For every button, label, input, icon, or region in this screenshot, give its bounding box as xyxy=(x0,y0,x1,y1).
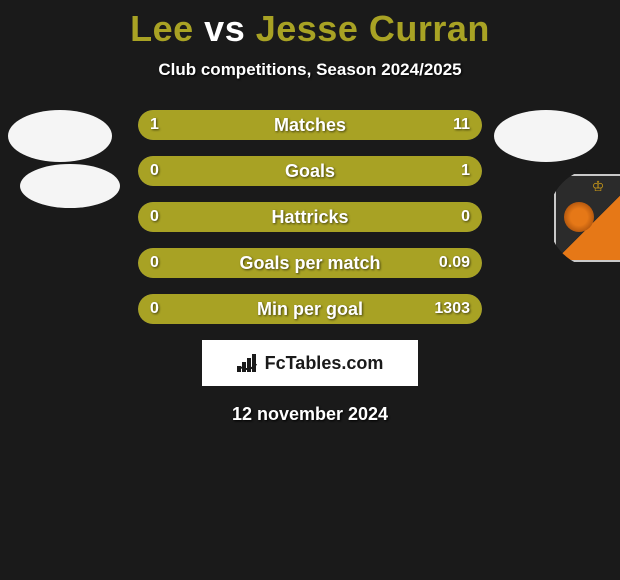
lion-icon xyxy=(564,202,594,232)
stat-label: Hattricks xyxy=(138,202,482,232)
stat-row: 111Matches xyxy=(138,110,482,140)
player1-name: Lee xyxy=(130,8,194,49)
comparison-title: Lee vs Jesse Curran xyxy=(0,0,620,50)
fctables-logo: FcTables.com xyxy=(202,340,418,386)
player2-avatar xyxy=(494,110,598,162)
stat-row: 01303Min per goal xyxy=(138,294,482,324)
date-text: 12 november 2024 xyxy=(0,404,620,425)
player1-club-badge xyxy=(20,164,120,208)
player1-avatar xyxy=(8,110,112,162)
subtitle: Club competitions, Season 2024/2025 xyxy=(0,60,620,80)
logo-text: FcTables.com xyxy=(265,353,384,374)
stat-row: 00Hattricks xyxy=(138,202,482,232)
stat-label: Goals per match xyxy=(138,248,482,278)
stat-label: Goals xyxy=(138,156,482,186)
stat-bars: 111Matches 01Goals 00Hattricks 00.09Goals p… xyxy=(138,110,482,324)
stats-area: ♔ 111Matches 01Goals 00Hattricks 00.09Goals… xyxy=(0,110,620,324)
club-badge-graphic: ♔ xyxy=(554,174,620,262)
stat-row: 01Goals xyxy=(138,156,482,186)
crown-icon: ♔ xyxy=(592,178,605,195)
player2-club-badge: ♔ xyxy=(548,168,620,268)
stat-label: Matches xyxy=(138,110,482,140)
player2-name: Jesse Curran xyxy=(256,8,490,49)
stat-label: Min per goal xyxy=(138,294,482,324)
vs-text: vs xyxy=(204,8,245,49)
logo-bars-icon xyxy=(237,354,259,372)
stat-row: 00.09Goals per match xyxy=(138,248,482,278)
